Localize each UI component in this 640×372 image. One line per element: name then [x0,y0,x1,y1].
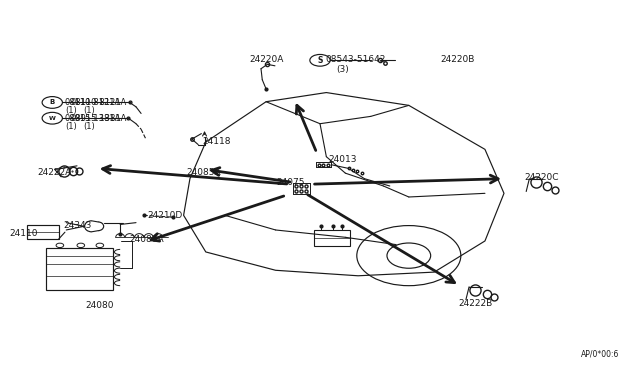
Text: 08110-8121A: 08110-8121A [65,98,121,107]
Text: 08915-1381A: 08915-1381A [65,114,122,123]
Text: AP/0*00:6: AP/0*00:6 [581,350,620,359]
Text: 08915-1381A: 08915-1381A [70,114,127,123]
Text: 24220B: 24220B [440,55,475,64]
Text: 24075: 24075 [277,178,305,187]
Bar [46,248,113,291]
Text: 24343: 24343 [63,221,92,230]
Text: (1): (1) [65,106,77,115]
Text: S: S [317,56,323,65]
Text: 24220C: 24220C [524,173,559,182]
Text: 24080A: 24080A [130,235,164,244]
Text: 24080: 24080 [85,301,114,310]
Text: 24110: 24110 [9,229,38,238]
Bar [314,230,351,247]
Text: 24118: 24118 [202,137,230,146]
Text: (1): (1) [65,122,77,131]
Text: 24222A: 24222A [38,167,72,177]
Text: B: B [50,99,55,105]
Text: W: W [49,116,56,121]
Bar [27,225,59,239]
Text: 24220A: 24220A [249,55,284,64]
Text: 24013: 24013 [328,155,356,164]
Text: 24222B: 24222B [458,299,493,308]
Text: 08110-8121A: 08110-8121A [70,98,127,107]
Text: (1): (1) [83,122,95,131]
Text: 08543-51642: 08543-51642 [325,55,385,64]
Text: (1): (1) [83,106,95,115]
Text: (3): (3) [336,65,349,74]
Text: 24210D: 24210D [147,211,182,220]
Text: 24085A: 24085A [187,167,221,177]
